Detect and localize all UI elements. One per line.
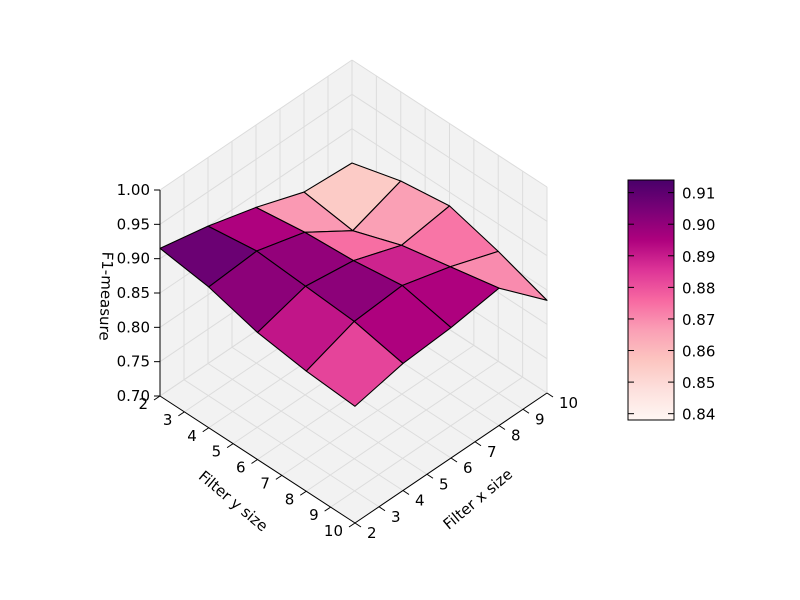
grid-line: [351, 93, 548, 222]
colorbar-tick-label: 0.84: [682, 406, 715, 424]
y-tick-label: 2: [138, 395, 148, 413]
grid-line: [351, 59, 548, 188]
grid-line: [159, 59, 353, 191]
surface: [159, 162, 548, 407]
y-tick-mark: [202, 427, 210, 433]
colorbar-tick-label: 0.87: [682, 311, 715, 329]
x-tick-mark: [546, 392, 554, 398]
y-tick-mark: [348, 522, 356, 528]
colorbar-gradient: [627, 179, 675, 421]
y-tick-label: 5: [212, 443, 222, 461]
y-tick-label: 8: [285, 490, 295, 508]
x-tick-mark: [378, 506, 386, 512]
x-tick-mark: [426, 473, 434, 479]
z-tick-label: 1.00: [117, 181, 150, 199]
grid-line: [351, 128, 548, 257]
y-tick-mark: [251, 459, 258, 464]
z-tick-label: 0.75: [117, 353, 150, 371]
y-tick-mark: [178, 411, 185, 417]
y-tick-label: 4: [187, 427, 197, 445]
y-tick-label: 6: [236, 459, 246, 477]
x-tick-mark: [450, 457, 458, 463]
colorbar-tick-label: 0.89: [682, 248, 715, 266]
x-tick-label: 4: [415, 492, 425, 510]
colorbar-tick-label: 0.86: [682, 343, 715, 361]
colorbar: 0.84 0.85 0.86 0.87 0.88 0.89 0.90 0.91: [627, 179, 715, 424]
colorbar-tick-label: 0.90: [682, 216, 715, 234]
x-tick-mark: [402, 490, 410, 495]
y-tick-label: 10: [324, 522, 343, 540]
y-tick-mark: [299, 490, 307, 496]
y-tick-mark: [324, 506, 331, 512]
y-tick-mark: [153, 395, 161, 401]
z-tick-label: 0.80: [117, 318, 150, 336]
z-tick-label: 0.85: [117, 284, 150, 302]
x-axis-label: Filter x size: [440, 465, 516, 533]
colorbar-tick-label: 0.85: [682, 374, 715, 392]
y-tick-label: 9: [309, 506, 319, 524]
x-tick-label: 7: [487, 443, 497, 461]
colorbar-tick-label: 0.91: [682, 185, 715, 203]
grid-line: [305, 360, 499, 492]
y-tick-label: 3: [163, 411, 173, 429]
grid-line: [159, 93, 353, 225]
x-tick-mark: [354, 522, 362, 528]
surface-patch: [305, 320, 404, 407]
x-tick-label: 6: [463, 459, 473, 477]
grid-line: [281, 344, 475, 476]
x-tick-mark: [498, 425, 506, 430]
x-tick-label: 2: [367, 524, 377, 542]
x-tick-label: 10: [559, 394, 578, 412]
y-tick-mark: [226, 443, 234, 449]
x-tick-label: 5: [439, 475, 449, 493]
y-tick-mark: [275, 474, 283, 480]
z-axis-label: F1-measure: [95, 251, 116, 341]
colorbar-tick-label: 0.88: [682, 279, 715, 297]
x-tick-mark: [474, 441, 482, 447]
z-tick-label: 0.70: [117, 387, 150, 405]
y-tick-label: 7: [260, 474, 270, 492]
grid-line: [330, 376, 523, 508]
x-tick-mark: [522, 408, 530, 414]
z-tick-label: 0.95: [117, 215, 150, 233]
x-tick-label: 9: [535, 410, 545, 428]
z-tick-label: 0.90: [117, 250, 150, 268]
x-tick-label: 8: [511, 427, 521, 445]
x-tick-label: 3: [391, 508, 401, 526]
